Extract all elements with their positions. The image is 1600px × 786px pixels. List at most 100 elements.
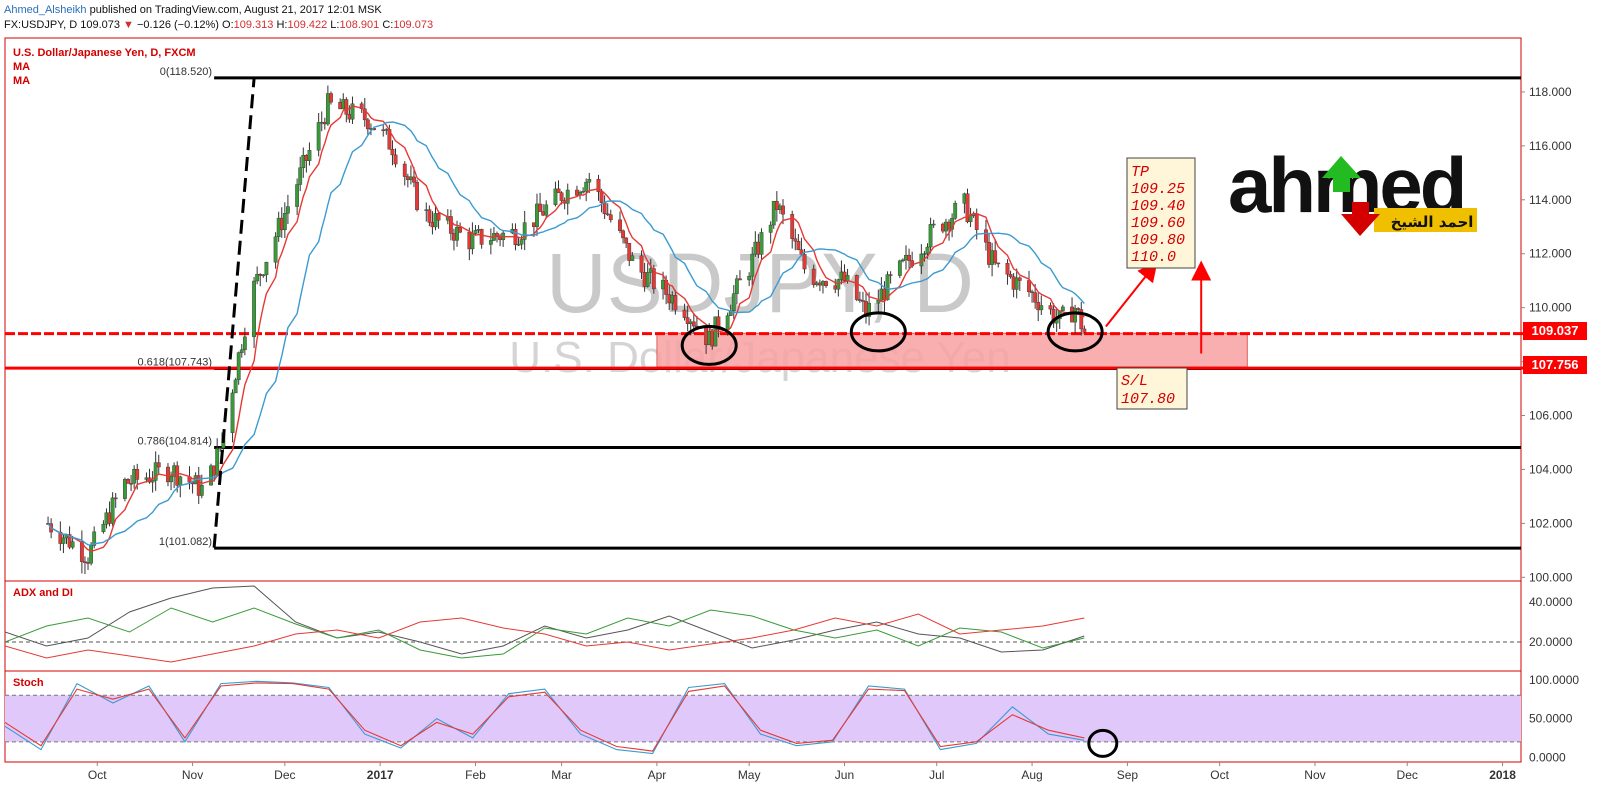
candle-body bbox=[781, 205, 785, 215]
header-line-2: FX:USDJPY, D 109.073 ▼ −0.126 (−0.12%) O… bbox=[4, 19, 433, 31]
author-link[interactable]: Ahmed_Alsheikh bbox=[4, 4, 87, 16]
candle-body bbox=[488, 240, 493, 245]
candle-body bbox=[126, 479, 130, 484]
candle-body bbox=[639, 255, 644, 273]
tp-level-5: 110.0 bbox=[1131, 249, 1176, 266]
y-tick-label: 106.000 bbox=[1529, 409, 1573, 423]
fib-level-label: 0(118.520) bbox=[160, 66, 212, 78]
candle-body bbox=[215, 448, 220, 476]
stoch-d-line bbox=[4, 682, 1085, 752]
adx-y-tick-label: 40.0000 bbox=[1529, 595, 1573, 609]
candle-body bbox=[857, 299, 862, 301]
candle-body bbox=[953, 203, 958, 219]
y-tick-label: 104.000 bbox=[1529, 462, 1573, 476]
candle-body bbox=[273, 236, 278, 263]
candle-body bbox=[67, 534, 72, 548]
take-profit-note[interactable]: TP 109.25 109.40 109.60 109.80 110.0 bbox=[1126, 157, 1196, 269]
candle-body bbox=[393, 154, 398, 165]
tp-level-4: 109.80 bbox=[1131, 232, 1185, 249]
candle-body bbox=[89, 545, 94, 564]
candle-body bbox=[774, 200, 779, 210]
candle-body bbox=[264, 261, 269, 276]
candle-body bbox=[716, 316, 721, 331]
candle-body bbox=[565, 189, 570, 204]
y-tick-label: 112.000 bbox=[1529, 247, 1572, 261]
candle-body bbox=[242, 336, 247, 350]
candle-body bbox=[1082, 328, 1087, 333]
di_minus-line bbox=[5, 613, 1085, 663]
candle-body bbox=[685, 317, 690, 324]
stop-loss-note[interactable]: S/L 107.80 bbox=[1116, 367, 1188, 410]
candle-body bbox=[261, 274, 266, 277]
candle-body bbox=[316, 122, 321, 151]
candle-body bbox=[584, 181, 589, 192]
di_plus-line bbox=[5, 607, 1085, 659]
high-label: H: bbox=[276, 19, 288, 31]
candle-body bbox=[974, 213, 979, 230]
x-tick-label: Sep bbox=[1117, 768, 1139, 782]
chart-frame bbox=[4, 37, 1522, 763]
support-zone bbox=[656, 332, 1248, 368]
candle-body bbox=[965, 193, 970, 223]
candle-body bbox=[645, 272, 650, 287]
low-value: 108.901 bbox=[339, 19, 380, 31]
logo-arabic-text: احمد الشيخ bbox=[1391, 213, 1474, 231]
candle-body bbox=[1030, 291, 1034, 293]
candle-body bbox=[516, 243, 521, 246]
legend-title: U.S. Dollar/Japanese Yen, D, FXCM bbox=[13, 47, 196, 59]
candle-body bbox=[295, 184, 300, 207]
candle-body bbox=[996, 262, 1001, 265]
candle-body bbox=[596, 178, 601, 193]
candle-body bbox=[286, 206, 290, 214]
candle-body bbox=[307, 150, 312, 161]
candle-body bbox=[682, 309, 687, 318]
tp-level-1: 109.25 bbox=[1131, 181, 1185, 198]
candle-body bbox=[605, 213, 610, 216]
candle-body bbox=[535, 203, 539, 227]
x-tick-label: 2018 bbox=[1489, 768, 1516, 782]
x-tick-label: Dec bbox=[274, 768, 295, 782]
price-label-lower: 107.756 bbox=[1523, 356, 1587, 374]
candle-body bbox=[845, 275, 850, 281]
candle-body bbox=[70, 541, 75, 548]
price-label-upper: 109.037 bbox=[1523, 322, 1587, 340]
x-tick-label: Jul bbox=[929, 768, 944, 782]
candle-body bbox=[811, 268, 816, 285]
candle-body bbox=[153, 462, 158, 481]
candle-body bbox=[673, 295, 678, 311]
candle-body bbox=[329, 93, 333, 103]
header-line-1: Ahmed_Alsheikh published on TradingView.… bbox=[4, 4, 382, 16]
ma-fast-line bbox=[47, 105, 1085, 552]
candle-body bbox=[824, 281, 828, 287]
logo-down-arrow-icon bbox=[1341, 202, 1380, 236]
candle-body bbox=[365, 119, 370, 130]
legend-ma-2[interactable]: MA bbox=[13, 75, 30, 87]
candle-body bbox=[135, 468, 140, 480]
candle-body bbox=[587, 178, 592, 183]
candle-body bbox=[412, 176, 416, 183]
candle-body bbox=[1039, 305, 1044, 311]
candle-body bbox=[734, 278, 739, 294]
candle-body bbox=[627, 242, 632, 261]
x-tick-label: Oct bbox=[88, 768, 107, 782]
candle-body bbox=[608, 214, 613, 221]
candle-body bbox=[931, 223, 936, 226]
candle-body bbox=[618, 219, 622, 231]
legend-ma-1[interactable]: MA bbox=[13, 61, 30, 73]
candle-body bbox=[793, 238, 798, 242]
candle-body bbox=[1048, 305, 1053, 310]
candle-body bbox=[282, 213, 287, 231]
highlight-circle bbox=[680, 324, 738, 366]
candle-body bbox=[691, 321, 696, 327]
candle-body bbox=[92, 531, 97, 546]
candle-body bbox=[522, 222, 527, 240]
candle-body bbox=[1051, 308, 1056, 324]
x-tick-label: Feb bbox=[465, 768, 486, 782]
x-tick-label: Mar bbox=[551, 768, 572, 782]
candle-body bbox=[1017, 277, 1022, 281]
candle-body bbox=[301, 154, 306, 168]
candle-body bbox=[559, 192, 564, 201]
y-tick-label: 110.000 bbox=[1529, 301, 1572, 315]
candle-body bbox=[233, 379, 238, 394]
